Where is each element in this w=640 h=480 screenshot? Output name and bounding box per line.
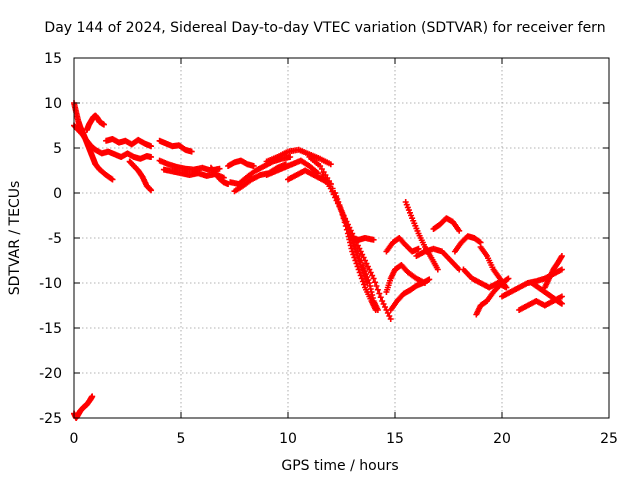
- series-arc-17: [388, 276, 433, 313]
- x-tick-label: 10: [279, 431, 297, 447]
- x-tick-label: 5: [177, 431, 186, 447]
- series-arc-18: [403, 199, 441, 273]
- y-tick-label: -15: [39, 321, 62, 337]
- series-arc-21: [452, 233, 484, 254]
- x-axis-label: GPS time / hours: [281, 458, 398, 474]
- y-tick-label: 10: [44, 96, 62, 112]
- series-arc-3: [127, 159, 154, 194]
- chart-title: Day 144 of 2024, Sidereal Day-to-day VTE…: [44, 20, 605, 36]
- x-tick-label: 20: [493, 431, 511, 447]
- grid: [74, 58, 609, 418]
- y-tick-label: -25: [39, 411, 62, 427]
- x-tick-label: 25: [600, 431, 618, 447]
- series-arc-1: [84, 113, 107, 133]
- axis-ticks: 0 5 10 15 20 25 -25 -20 -15 -10 -5 0 5 10 15: [39, 51, 618, 447]
- y-tick-label: 5: [53, 141, 62, 157]
- series-arc-early-low: [71, 393, 95, 421]
- y-tick-label: -5: [48, 231, 62, 247]
- series-arc-8: [225, 158, 257, 169]
- series-arc-20: [431, 215, 463, 234]
- series-arc-2: [103, 136, 154, 149]
- x-tick-label: 15: [386, 431, 404, 447]
- x-tick-label: 0: [70, 431, 79, 447]
- y-tick-label: -20: [39, 366, 62, 382]
- y-tick-label: 15: [44, 51, 62, 67]
- y-axis-label: SDTVAR / TECUs: [7, 181, 23, 296]
- y-tick-label: 0: [53, 186, 62, 202]
- series-arc-4: [157, 138, 195, 155]
- y-tick-label: -10: [39, 276, 62, 292]
- sdtvar-chart: 0 5 10 15 20 25 -25 -20 -15 -10 -5 0 5 10 15 Day 144 o…: [0, 0, 640, 480]
